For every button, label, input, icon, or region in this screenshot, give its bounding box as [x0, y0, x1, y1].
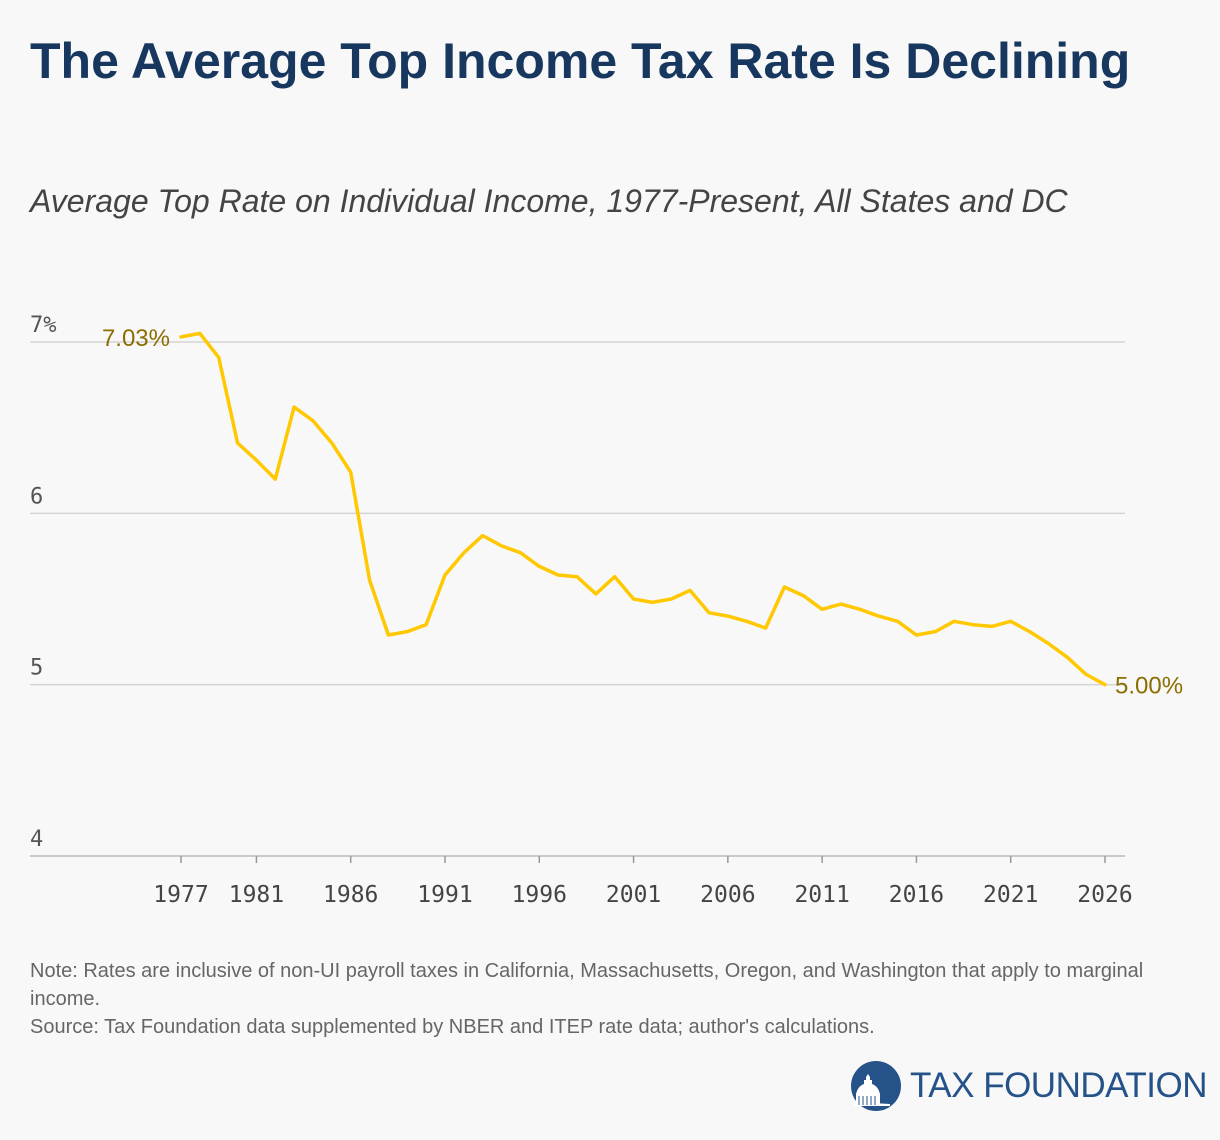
- x-axis: 1977 1981 1986 1991 1996 2001 2006 2011 2016 2021…: [30, 855, 1133, 908]
- data-labels: 7.03% 5.00%: [102, 325, 1183, 700]
- note-text: Note: Rates are inclusive of non-UI payr…: [30, 960, 1144, 1010]
- y-tick-label: 7%: [30, 313, 57, 338]
- tax-foundation-logo: TAX FOUNDATION: [850, 1060, 1207, 1112]
- y-tick-label: 4: [30, 827, 43, 852]
- x-tick-label: 2001: [606, 882, 661, 908]
- x-tick-label: 2011: [794, 882, 849, 908]
- x-tick-label: 2021: [983, 882, 1038, 908]
- gridlines: [30, 341, 1125, 686]
- footnotes: Note: Rates are inclusive of non-UI payr…: [30, 957, 1190, 1041]
- x-tick-label: 1977: [153, 882, 208, 908]
- data-label: 7.03%: [102, 325, 170, 352]
- x-tick-label: 1991: [417, 882, 472, 908]
- x-tick-label: 2016: [889, 882, 944, 908]
- chart-title: The Average Top Income Tax Rate Is Decli…: [30, 33, 1131, 89]
- series-line-group: [179, 331, 1107, 687]
- x-tick-label: 1986: [323, 882, 378, 908]
- line-chart: 7% 6 5 4 1977 1981 1986 1991 1996 2001 2006 2011 20…: [30, 313, 1183, 908]
- source-text: Source: Tax Foundation data supplemented…: [30, 1016, 875, 1038]
- y-tick-label: 5: [30, 656, 43, 681]
- x-tick-label: 1996: [512, 882, 567, 908]
- x-tick-label: 2026: [1077, 882, 1132, 908]
- chart-subtitle: Average Top Rate on Individual Income, 1…: [30, 183, 1068, 219]
- logo-text: TAX FOUNDATION: [910, 1066, 1207, 1105]
- y-tick-label: 6: [30, 484, 43, 509]
- y-axis-labels: 7% 6 5 4: [30, 313, 57, 852]
- series-line: [179, 331, 1107, 687]
- x-tick-label: 1981: [229, 882, 284, 908]
- data-label: 5.00%: [1115, 673, 1183, 700]
- x-tick-label: 2006: [700, 882, 755, 908]
- capitol-dome-icon: [851, 1061, 901, 1111]
